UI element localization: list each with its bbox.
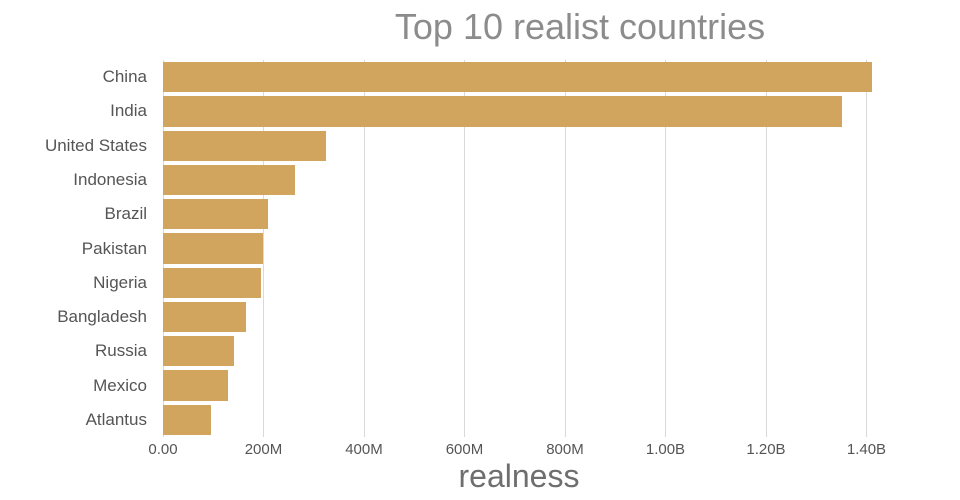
bar-row bbox=[163, 267, 875, 298]
x-axis-tick-label: 1.00B bbox=[645, 441, 686, 458]
bar bbox=[163, 233, 264, 264]
y-axis-label: Bangladesh bbox=[57, 307, 147, 327]
bar bbox=[163, 164, 295, 196]
grid-line bbox=[363, 60, 365, 437]
grid-line bbox=[263, 60, 265, 437]
y-axis-label: Russia bbox=[95, 341, 147, 361]
y-axis-label: Brazil bbox=[104, 204, 147, 224]
bar-row bbox=[163, 62, 875, 93]
bar-row bbox=[163, 130, 875, 161]
bar bbox=[163, 404, 211, 435]
bar bbox=[163, 130, 327, 161]
bar-row bbox=[163, 370, 875, 401]
grid-line bbox=[765, 60, 767, 437]
y-axis-label: India bbox=[110, 101, 147, 121]
y-axis-label: United States bbox=[44, 135, 147, 155]
bar bbox=[163, 199, 269, 230]
bar bbox=[163, 370, 229, 401]
bar bbox=[163, 62, 873, 93]
x-axis-label: realness bbox=[458, 458, 580, 494]
plot-area bbox=[163, 60, 875, 437]
x-axis-tick-label: 1.20B bbox=[746, 441, 786, 458]
bar-row bbox=[163, 301, 875, 333]
x-axis-tick-label: 600M bbox=[445, 441, 484, 458]
bar bbox=[163, 96, 843, 127]
bar-row bbox=[163, 233, 875, 264]
bar bbox=[163, 301, 246, 333]
y-axis-label: Atlantus bbox=[85, 409, 147, 429]
y-axis-labels: China India United States Indonesia Brazil Pa… bbox=[0, 60, 155, 437]
x-axis-tick-label: 800M bbox=[546, 441, 584, 458]
bar bbox=[163, 267, 262, 298]
y-axis-label: China bbox=[102, 67, 147, 87]
grid-line bbox=[464, 60, 466, 437]
bar-row bbox=[163, 199, 875, 230]
x-axis-tick-label: 200M bbox=[244, 441, 283, 458]
y-axis-label: Nigeria bbox=[93, 272, 147, 292]
bar-row bbox=[163, 336, 875, 367]
y-axis-label: Mexico bbox=[93, 375, 147, 395]
bar-row bbox=[163, 164, 875, 196]
bar bbox=[163, 336, 235, 367]
x-axis-tick-label: 400M bbox=[345, 441, 383, 458]
x-axis-ticks: 0.00 200M 400M 600M 800M 1.00B 1.20B 1.40B bbox=[148, 441, 886, 461]
y-axis-label: Indonesia bbox=[73, 169, 147, 189]
x-axis-tick-label: 0.00 bbox=[148, 441, 178, 458]
bar-row bbox=[163, 96, 875, 127]
grid-line bbox=[665, 60, 667, 437]
chart-title: Top 10 realist countries bbox=[394, 6, 766, 47]
grid-line bbox=[564, 60, 566, 437]
bar-row bbox=[163, 404, 875, 435]
grid-line bbox=[866, 60, 868, 437]
x-axis-tick-label: 1.40B bbox=[846, 441, 887, 458]
y-axis-label: Pakistan bbox=[81, 238, 147, 258]
